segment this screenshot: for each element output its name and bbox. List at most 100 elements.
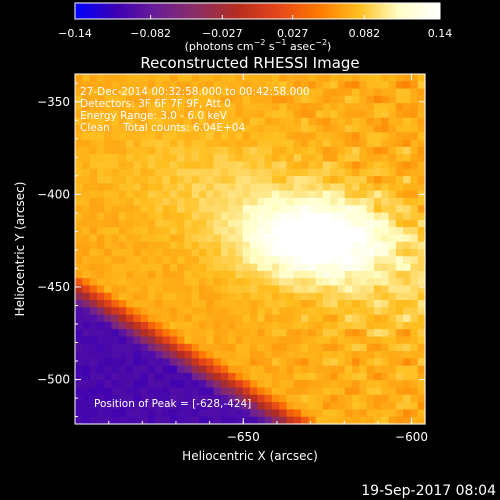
heatmap-cell <box>410 365 419 374</box>
heatmap-cell <box>96 307 105 316</box>
heatmap-cell <box>403 74 412 82</box>
heatmap-cell <box>388 190 397 199</box>
heatmap-cell <box>242 176 251 184</box>
heatmap-cell <box>162 292 171 301</box>
heatmap-cell <box>330 402 339 411</box>
heatmap-cell <box>82 300 91 308</box>
heatmap-cell <box>184 95 193 104</box>
heatmap-cell <box>104 285 113 294</box>
heatmap-cell <box>395 234 404 243</box>
heatmap-cell <box>322 74 331 82</box>
heatmap-cell <box>242 81 251 90</box>
heatmap-cell <box>322 205 331 214</box>
heatmap-cell <box>140 132 149 141</box>
heatmap-cell <box>104 190 113 199</box>
heatmap-cell <box>417 110 426 119</box>
heatmap-cell <box>191 372 200 381</box>
heatmap-cell <box>315 74 324 82</box>
heatmap-cell <box>395 387 404 396</box>
heatmap-cell <box>373 278 382 287</box>
heatmap-cell <box>184 249 193 257</box>
heatmap-cell <box>373 263 382 272</box>
heatmap-cell <box>308 358 317 367</box>
heatmap-cell <box>147 292 156 301</box>
heatmap-cell <box>169 300 178 308</box>
heatmap-cell <box>381 139 390 148</box>
heatmap-cell <box>373 351 382 359</box>
heatmap-cell <box>206 394 215 403</box>
heatmap-cell <box>293 183 302 192</box>
heatmap-cell <box>169 394 178 403</box>
heatmap-cell <box>257 336 266 345</box>
heatmap-cell <box>126 103 134 112</box>
heatmap-cell <box>228 219 237 228</box>
heatmap-cell <box>264 278 273 287</box>
heatmap-cell <box>308 300 317 308</box>
heatmap-cell <box>75 263 83 272</box>
heatmap-cell <box>352 139 360 148</box>
heatmap-cell <box>82 74 91 82</box>
heatmap-cell <box>388 380 397 389</box>
heatmap-cell <box>337 278 346 287</box>
heatmap-cell <box>75 219 83 228</box>
heatmap-cell <box>118 402 127 411</box>
heatmap-cell <box>293 358 302 367</box>
heatmap-cell <box>89 212 98 221</box>
heatmap-cell <box>315 241 324 250</box>
heatmap-cell <box>381 161 390 170</box>
heatmap-cell <box>184 154 193 163</box>
heatmap-cell <box>75 139 83 148</box>
heatmap-cell <box>301 212 309 221</box>
heatmap-cell <box>220 197 229 206</box>
heatmap-cell <box>322 176 331 184</box>
heatmap-cell <box>293 139 302 148</box>
heatmap-cell <box>293 249 302 257</box>
heatmap-cell <box>403 212 412 221</box>
heatmap-cell <box>198 343 207 352</box>
heatmap-cell <box>96 176 105 184</box>
heatmap-cell <box>147 190 156 199</box>
heatmap-cell <box>395 154 404 163</box>
heatmap-cell <box>381 372 390 381</box>
heatmap-cell <box>147 278 156 287</box>
heatmap-cell <box>301 329 309 338</box>
heatmap-cell <box>388 249 397 257</box>
heatmap-cell <box>264 292 273 301</box>
heatmap-cell <box>301 263 309 272</box>
heatmap-cell <box>96 300 105 308</box>
heatmap-cell <box>308 103 317 112</box>
heatmap-cell <box>213 227 222 236</box>
heatmap-cell <box>111 219 120 228</box>
heatmap-cell <box>286 314 295 323</box>
heatmap-cell <box>403 249 412 257</box>
heatmap-cell <box>410 95 419 104</box>
heatmap-cell <box>206 88 215 97</box>
heatmap-cell <box>220 234 229 243</box>
heatmap-cell <box>352 351 360 359</box>
heatmap-cell <box>322 183 331 192</box>
heatmap-cell <box>242 110 251 119</box>
heatmap-cell <box>344 416 353 425</box>
heatmap-cell <box>75 212 83 221</box>
heatmap-cell <box>381 197 390 206</box>
heatmap-cell <box>213 249 222 257</box>
heatmap-cell <box>140 394 149 403</box>
heatmap-cell <box>89 292 98 301</box>
heatmap-cell <box>381 263 390 272</box>
heatmap-cell <box>257 387 266 396</box>
heatmap-cell <box>140 249 149 257</box>
heatmap-cell <box>118 365 127 374</box>
heatmap-cell <box>184 343 193 352</box>
heatmap-cell <box>126 314 134 323</box>
heatmap-cell <box>191 176 200 184</box>
heatmap-cell <box>373 300 382 308</box>
heatmap-cell <box>147 117 156 126</box>
heatmap-cell <box>104 103 113 112</box>
heatmap-cell <box>126 372 134 381</box>
heatmap-cell <box>395 372 404 381</box>
heatmap-cell <box>403 205 412 214</box>
heatmap-cell <box>140 103 149 112</box>
heatmap-cell <box>155 176 164 184</box>
heatmap-cell <box>126 365 134 374</box>
